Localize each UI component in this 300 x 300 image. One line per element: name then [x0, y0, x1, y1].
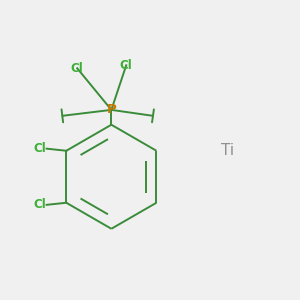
Text: Ti: Ti — [221, 142, 234, 158]
Text: Cl: Cl — [71, 62, 84, 75]
Text: Cl: Cl — [120, 59, 133, 72]
Text: P: P — [106, 103, 116, 116]
Text: Cl: Cl — [33, 142, 46, 155]
Text: Cl: Cl — [33, 198, 46, 211]
